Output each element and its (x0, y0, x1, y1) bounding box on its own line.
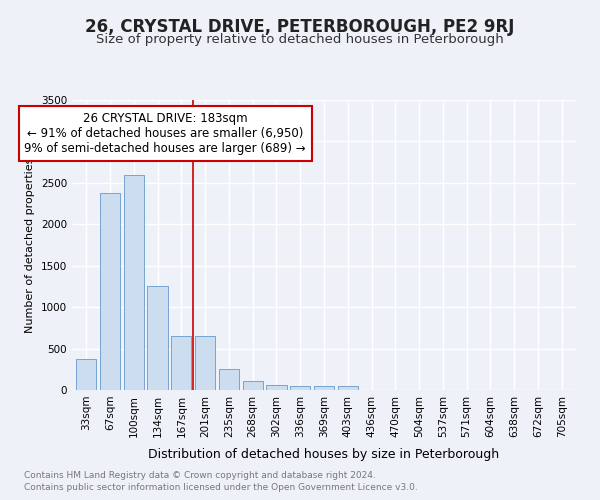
Y-axis label: Number of detached properties: Number of detached properties (25, 158, 35, 332)
Text: Contains HM Land Registry data © Crown copyright and database right 2024.: Contains HM Land Registry data © Crown c… (24, 471, 376, 480)
Bar (314, 386, 334, 390)
Bar (242, 381, 263, 390)
Bar (124, 174, 144, 390)
Bar (171, 336, 191, 390)
Text: Contains public sector information licensed under the Open Government Licence v3: Contains public sector information licen… (24, 484, 418, 492)
Text: 26 CRYSTAL DRIVE: 183sqm
← 91% of detached houses are smaller (6,950)
9% of semi: 26 CRYSTAL DRIVE: 183sqm ← 91% of detach… (25, 112, 306, 155)
Bar (338, 386, 358, 390)
Bar (100, 193, 120, 390)
Bar (148, 286, 167, 390)
Bar (195, 336, 215, 390)
Bar (290, 386, 310, 390)
Text: 26, CRYSTAL DRIVE, PETERBOROUGH, PE2 9RJ: 26, CRYSTAL DRIVE, PETERBOROUGH, PE2 9RJ (85, 18, 515, 36)
Bar (76, 359, 97, 390)
X-axis label: Distribution of detached houses by size in Peterborough: Distribution of detached houses by size … (148, 448, 500, 461)
Bar (219, 370, 239, 390)
Text: Size of property relative to detached houses in Peterborough: Size of property relative to detached ho… (96, 32, 504, 46)
Bar (266, 385, 287, 390)
